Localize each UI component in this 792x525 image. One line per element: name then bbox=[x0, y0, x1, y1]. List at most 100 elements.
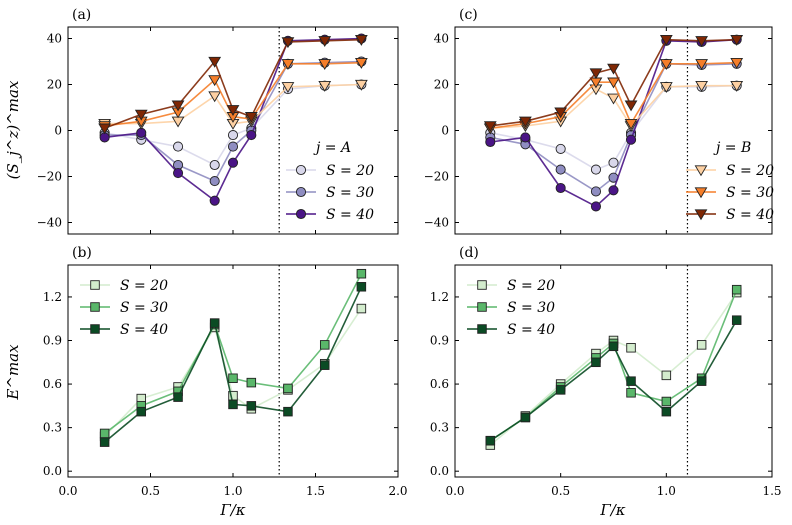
data-point bbox=[171, 100, 185, 112]
data-point bbox=[228, 373, 238, 384]
panel-label: (d) bbox=[459, 245, 479, 261]
legend-label: S = 20 bbox=[326, 163, 374, 179]
y-tick-label: −20 bbox=[37, 170, 62, 184]
data-point bbox=[246, 130, 257, 141]
legend-label: S = 40 bbox=[326, 207, 374, 223]
legend-label: S = 20 bbox=[120, 278, 168, 294]
y-tick-label: 0 bbox=[54, 124, 62, 138]
data-point bbox=[281, 59, 295, 71]
data-point bbox=[209, 176, 220, 187]
legend-label: S = 40 bbox=[120, 322, 168, 338]
y-tick-label: 40 bbox=[434, 32, 449, 46]
data-point bbox=[246, 401, 257, 411]
data-point bbox=[730, 58, 744, 69]
data-point bbox=[695, 59, 709, 71]
data-point bbox=[99, 437, 110, 447]
x-tick-label: 0.5 bbox=[141, 484, 160, 498]
data-point bbox=[485, 435, 496, 446]
data-point bbox=[626, 388, 636, 398]
data-point bbox=[208, 75, 222, 87]
data-point bbox=[661, 396, 672, 407]
data-point bbox=[625, 134, 637, 145]
legend-label: S = 20 bbox=[507, 278, 555, 294]
data-point bbox=[244, 112, 258, 123]
data-point bbox=[555, 164, 566, 175]
data-point bbox=[624, 100, 638, 112]
series-2 bbox=[485, 315, 742, 446]
data-point bbox=[173, 141, 184, 152]
data-point bbox=[227, 141, 239, 152]
data-point bbox=[626, 343, 636, 353]
data-point bbox=[227, 130, 239, 141]
panel-label: (c) bbox=[459, 7, 478, 23]
legend-label: S = 40 bbox=[507, 322, 555, 338]
data-point bbox=[659, 35, 673, 46]
data-point bbox=[173, 167, 184, 179]
data-point bbox=[661, 406, 672, 417]
x-tick-label: 1.5 bbox=[762, 484, 781, 498]
x-tick-label: 1.0 bbox=[223, 484, 242, 498]
legend-label: S = 40 bbox=[726, 207, 774, 223]
data-point bbox=[354, 35, 368, 46]
series-2 bbox=[485, 34, 742, 212]
y-tick-label: 0.6 bbox=[43, 377, 62, 391]
data-point bbox=[354, 58, 368, 69]
data-point bbox=[730, 35, 744, 46]
legend-entry: S = 40 bbox=[286, 207, 374, 223]
series-5 bbox=[483, 35, 744, 133]
legend-marker bbox=[295, 186, 307, 198]
legend-marker bbox=[90, 302, 100, 312]
data-point bbox=[730, 80, 744, 92]
plot-frame bbox=[454, 264, 773, 478]
y-tick-label: 20 bbox=[434, 78, 449, 92]
y-axis-label-spin: (S_j^z)^max bbox=[4, 80, 22, 179]
data-point bbox=[354, 79, 368, 91]
data-point bbox=[555, 385, 566, 395]
y-tick-label: 0.9 bbox=[43, 334, 62, 348]
legend-label: S = 30 bbox=[120, 300, 168, 316]
legend-entry: S = 20 bbox=[467, 278, 555, 294]
legend-label: S = 30 bbox=[326, 185, 374, 201]
data-point bbox=[483, 121, 497, 133]
data-point bbox=[661, 370, 672, 381]
y-tick-label: 40 bbox=[47, 32, 62, 46]
x-tick-label: 1.0 bbox=[657, 484, 676, 498]
data-point bbox=[356, 303, 367, 314]
data-point bbox=[136, 406, 147, 417]
data-point bbox=[608, 157, 619, 168]
data-point bbox=[209, 195, 220, 206]
data-point bbox=[485, 136, 496, 148]
data-point bbox=[696, 340, 707, 350]
y-tick-label: 0.9 bbox=[430, 334, 449, 348]
plot-frame bbox=[67, 264, 399, 478]
data-point bbox=[590, 186, 602, 197]
data-point bbox=[590, 164, 602, 175]
plot-frame bbox=[454, 26, 773, 235]
x-tick-label: 2.0 bbox=[388, 484, 407, 498]
series-4 bbox=[98, 58, 368, 133]
data-point bbox=[98, 123, 112, 135]
data-point bbox=[208, 56, 222, 68]
data-point bbox=[555, 182, 566, 194]
data-point bbox=[209, 159, 220, 171]
panel-a: −40 −20 0 20 40 (a) j = A S = 20 S = 30 S = 40 bbox=[37, 7, 399, 235]
data-point bbox=[173, 392, 183, 402]
y-tick-label: 0.6 bbox=[430, 377, 449, 391]
data-point bbox=[659, 82, 673, 94]
data-point bbox=[281, 37, 295, 49]
data-point bbox=[518, 116, 532, 128]
legend-entry: S = 20 bbox=[286, 163, 374, 179]
legend-label: S = 30 bbox=[726, 185, 774, 201]
data-point bbox=[695, 80, 709, 92]
data-point bbox=[520, 412, 531, 423]
legend-marker bbox=[477, 280, 487, 290]
data-point bbox=[731, 284, 742, 295]
data-point bbox=[520, 132, 531, 143]
y-tick-label: 0 bbox=[441, 124, 449, 138]
data-point bbox=[209, 318, 220, 328]
data-point bbox=[99, 428, 110, 439]
legend-marker bbox=[295, 164, 307, 176]
data-point bbox=[319, 360, 330, 370]
series-5 bbox=[98, 35, 368, 135]
